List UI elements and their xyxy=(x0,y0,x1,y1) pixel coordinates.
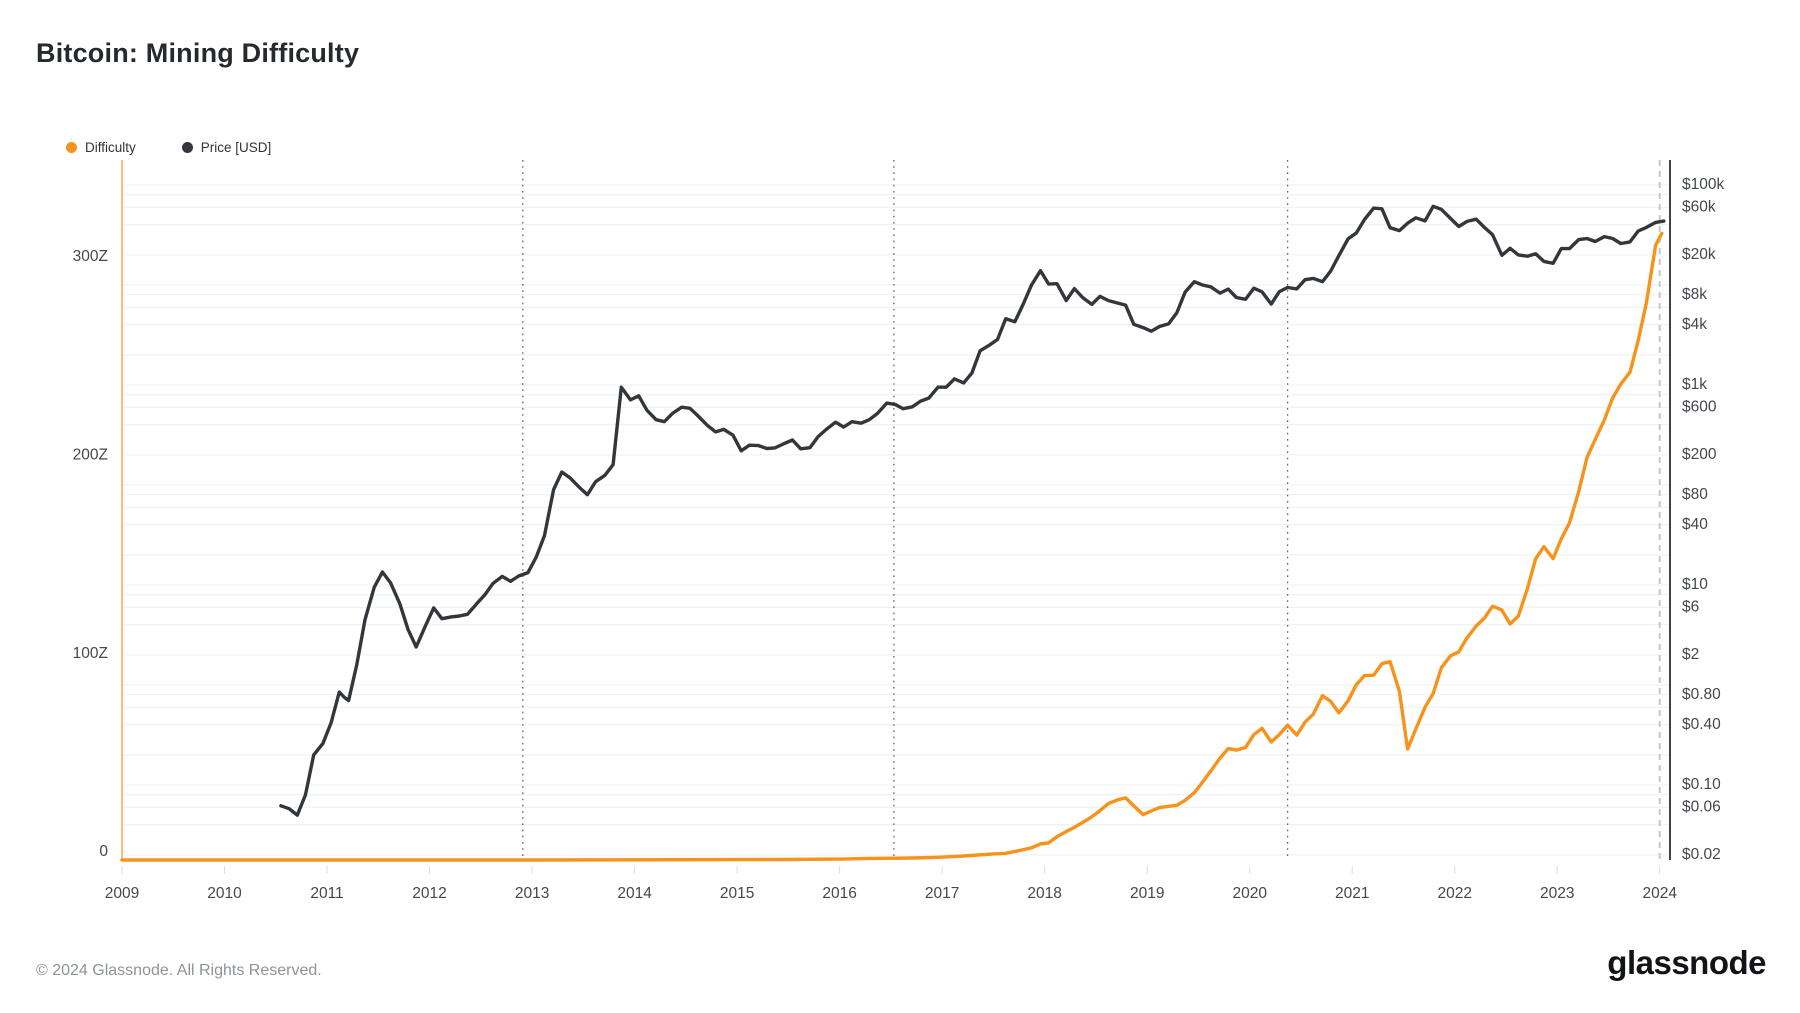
x-axis-tick-label: 2024 xyxy=(1642,885,1677,902)
right-axis-tick-label: $0.06 xyxy=(1682,798,1721,815)
x-axis-tick-label: 2023 xyxy=(1540,885,1574,902)
left-axis-tick-label: 0 xyxy=(99,843,108,860)
copyright-text: © 2024 Glassnode. All Rights Reserved. xyxy=(36,962,322,979)
x-axis-tick-label: 2013 xyxy=(515,885,549,902)
right-axis-tick-label: $4k xyxy=(1682,316,1707,333)
glassnode-logo: glassnode xyxy=(1607,944,1766,981)
x-axis-tick-label: 2014 xyxy=(617,885,652,902)
price-series-dot-icon xyxy=(181,142,193,153)
legend-item-difficulty[interactable]: Difficulty xyxy=(66,140,136,155)
x-axis-tick-label: 2018 xyxy=(1027,885,1061,902)
x-axis-tick-label: 2012 xyxy=(412,885,446,902)
x-axis-tick-label: 2016 xyxy=(822,885,856,902)
legend-label-price: Price [USD] xyxy=(200,140,272,155)
series-line-difficulty xyxy=(120,231,1664,862)
right-axis-tick-label: $8k xyxy=(1682,286,1707,303)
chart-legend: Difficulty Price [USD] xyxy=(66,140,271,155)
page-title: Bitcoin: Mining Difficulty xyxy=(36,38,360,68)
x-axis-tick-label: 2019 xyxy=(1130,885,1164,902)
right-axis-tick-label: $6 xyxy=(1682,598,1699,615)
right-axis-tick-label: $0.10 xyxy=(1682,776,1721,793)
right-axis-tick-label: $20k xyxy=(1682,246,1716,263)
x-axis-tick-label: 2022 xyxy=(1437,885,1471,902)
right-axis-tick-label: $80 xyxy=(1682,486,1708,503)
x-axis-tick-label: 2021 xyxy=(1335,885,1369,902)
right-axis-tick-label: $0.02 xyxy=(1682,846,1721,863)
right-axis-tick-label: $100k xyxy=(1682,176,1724,193)
x-axis-tick-label: 2011 xyxy=(310,885,343,902)
left-axis-tick-label: 200Z xyxy=(73,446,108,463)
right-axis-tick-label: $0.40 xyxy=(1682,716,1721,733)
series-line-price xyxy=(279,204,1666,817)
right-axis-tick-label: $2 xyxy=(1682,646,1699,663)
x-axis-tick-label: 2009 xyxy=(105,885,139,902)
left-axis-tick-label: 300Z xyxy=(73,248,108,265)
right-axis-tick-label: $200 xyxy=(1682,446,1717,463)
right-axis-tick-label: $10 xyxy=(1682,576,1708,593)
left-axis-tick-label: 100Z xyxy=(73,645,108,662)
x-axis-tick-label: 2015 xyxy=(720,885,754,902)
x-axis-tick-label: 2020 xyxy=(1232,885,1267,902)
right-axis-tick-label: $600 xyxy=(1682,398,1717,415)
difficulty-series-dot-icon xyxy=(66,142,77,153)
x-axis-tick-label: 2017 xyxy=(925,885,959,902)
right-axis-tick-label: $1k xyxy=(1682,376,1707,393)
x-axis-tick-label: 2010 xyxy=(207,885,242,902)
right-axis-tick-label: $0.80 xyxy=(1682,686,1721,703)
legend-item-price[interactable]: Price [USD] xyxy=(181,140,272,155)
legend-label-difficulty: Difficulty xyxy=(85,140,136,155)
right-axis-tick-label: $60k xyxy=(1682,198,1716,215)
right-axis-tick-label: $40 xyxy=(1682,516,1708,533)
